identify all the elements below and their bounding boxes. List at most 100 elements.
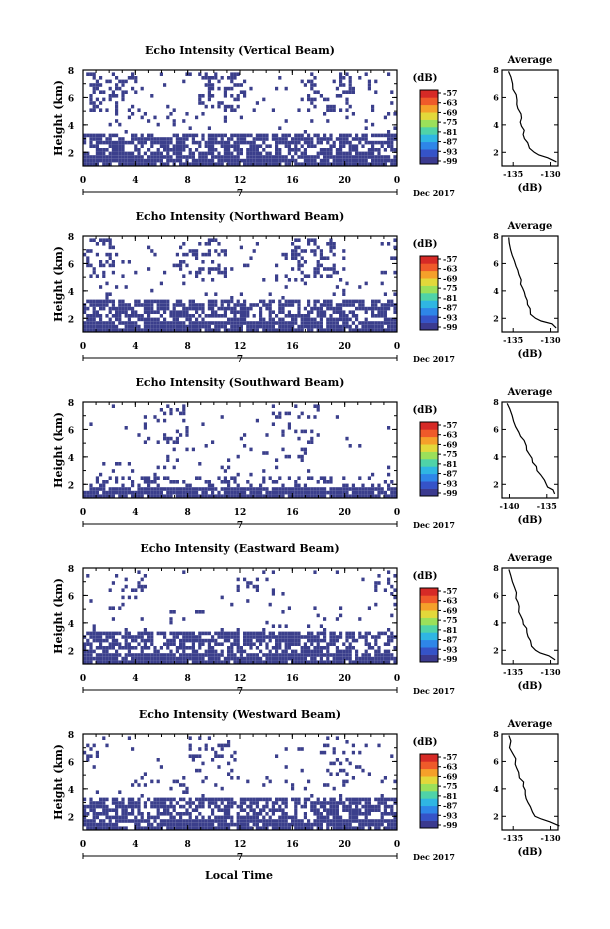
echo-cell bbox=[323, 162, 327, 166]
echo-cell bbox=[361, 151, 365, 156]
echo-cell bbox=[377, 299, 381, 304]
echo-cell bbox=[316, 653, 320, 657]
echo-cell bbox=[115, 285, 119, 289]
echo-cell bbox=[390, 101, 394, 105]
echo-cell bbox=[102, 656, 106, 661]
echo-cell bbox=[287, 278, 291, 282]
echo-cell bbox=[111, 815, 115, 820]
echo-cell bbox=[179, 267, 183, 271]
echo-cell bbox=[271, 656, 275, 661]
echo-cell bbox=[361, 306, 365, 311]
echo-cell bbox=[284, 779, 288, 784]
echo-cell bbox=[262, 660, 266, 664]
echo-cell bbox=[371, 321, 375, 325]
echo-cell bbox=[102, 462, 106, 466]
echo-cell bbox=[227, 761, 231, 766]
echo-cell bbox=[179, 656, 183, 661]
echo-cell bbox=[102, 263, 106, 268]
echo-cell bbox=[175, 494, 179, 498]
echo-cell bbox=[83, 328, 87, 332]
echo-cell bbox=[339, 606, 343, 610]
colorbar-swatch bbox=[420, 156, 438, 165]
colorbar-tick-label: -75 bbox=[443, 781, 457, 791]
x-tick-label: 20 bbox=[338, 342, 351, 352]
echo-cell bbox=[377, 822, 381, 827]
echo-cell bbox=[118, 819, 122, 823]
date-day: 7 bbox=[237, 687, 243, 697]
echo-cell bbox=[121, 483, 125, 488]
echo-cell bbox=[124, 808, 128, 812]
echo-cell bbox=[185, 314, 189, 318]
echo-cell bbox=[204, 660, 208, 664]
echo-cell bbox=[239, 494, 243, 498]
echo-cell bbox=[329, 761, 333, 766]
echo-cell bbox=[323, 476, 327, 480]
echo-cell bbox=[351, 90, 355, 94]
echo-cell bbox=[393, 162, 397, 166]
echo-cell bbox=[127, 108, 131, 112]
echo-cell bbox=[294, 635, 298, 639]
echo-cell bbox=[207, 494, 211, 498]
echo-cell bbox=[265, 155, 269, 159]
echo-cell bbox=[150, 144, 154, 148]
echo-cell bbox=[137, 108, 141, 112]
echo-cell bbox=[307, 299, 311, 304]
echo-cell bbox=[364, 119, 368, 123]
echo-cell bbox=[316, 267, 320, 271]
echo-cell bbox=[143, 646, 147, 650]
profile-y-tick-label: 4 bbox=[493, 618, 499, 628]
echo-cell bbox=[179, 487, 183, 491]
echo-cell bbox=[367, 812, 371, 816]
echo-cell bbox=[86, 324, 90, 329]
echo-cell bbox=[89, 274, 93, 278]
echo-cell bbox=[323, 256, 327, 260]
colorbar-unit: (dB) bbox=[413, 737, 438, 748]
echo-cell bbox=[169, 801, 173, 805]
echo-cell bbox=[390, 487, 394, 491]
echo-cell bbox=[175, 324, 179, 329]
echo-cell bbox=[92, 162, 96, 166]
echo-cell bbox=[313, 819, 317, 823]
echo-cell bbox=[204, 776, 208, 780]
echo-cell bbox=[335, 317, 339, 322]
echo-cell bbox=[310, 436, 314, 441]
echo-cell bbox=[201, 155, 205, 159]
echo-cell bbox=[185, 653, 189, 657]
echo-cell bbox=[294, 256, 298, 260]
echo-cell bbox=[86, 306, 90, 311]
echo-cell bbox=[383, 826, 387, 830]
echo-cell bbox=[150, 487, 154, 491]
echo-cell bbox=[335, 321, 339, 325]
echo-cell bbox=[89, 94, 93, 98]
echo-cell bbox=[111, 404, 115, 408]
echo-cell bbox=[207, 826, 211, 830]
echo-cell bbox=[134, 270, 138, 275]
echo-cell bbox=[300, 819, 304, 823]
echo-cell bbox=[86, 819, 90, 823]
echo-cell bbox=[198, 653, 202, 657]
echo-cell bbox=[281, 140, 285, 145]
echo-cell bbox=[316, 635, 320, 639]
echo-cell bbox=[329, 306, 333, 311]
echo-cell bbox=[201, 801, 205, 805]
echo-cell bbox=[323, 783, 327, 787]
echo-cell bbox=[95, 86, 99, 91]
echo-cell bbox=[236, 577, 240, 582]
echo-cell bbox=[201, 779, 205, 784]
echo-cell bbox=[278, 494, 282, 498]
echo-cell bbox=[310, 79, 314, 84]
echo-cell bbox=[246, 162, 250, 166]
echo-cell bbox=[105, 815, 109, 820]
echo-cell bbox=[105, 252, 109, 257]
echo-cell bbox=[358, 635, 362, 639]
echo-cell bbox=[367, 646, 371, 650]
echo-cell bbox=[287, 310, 291, 314]
echo-cell bbox=[214, 631, 218, 636]
echo-cell bbox=[188, 126, 192, 130]
echo-cell bbox=[188, 812, 192, 816]
echo-cell bbox=[217, 101, 221, 105]
echo-cell bbox=[265, 303, 269, 307]
echo-cell bbox=[108, 245, 112, 250]
echo-cell bbox=[86, 574, 90, 578]
echo-cell bbox=[329, 631, 333, 636]
